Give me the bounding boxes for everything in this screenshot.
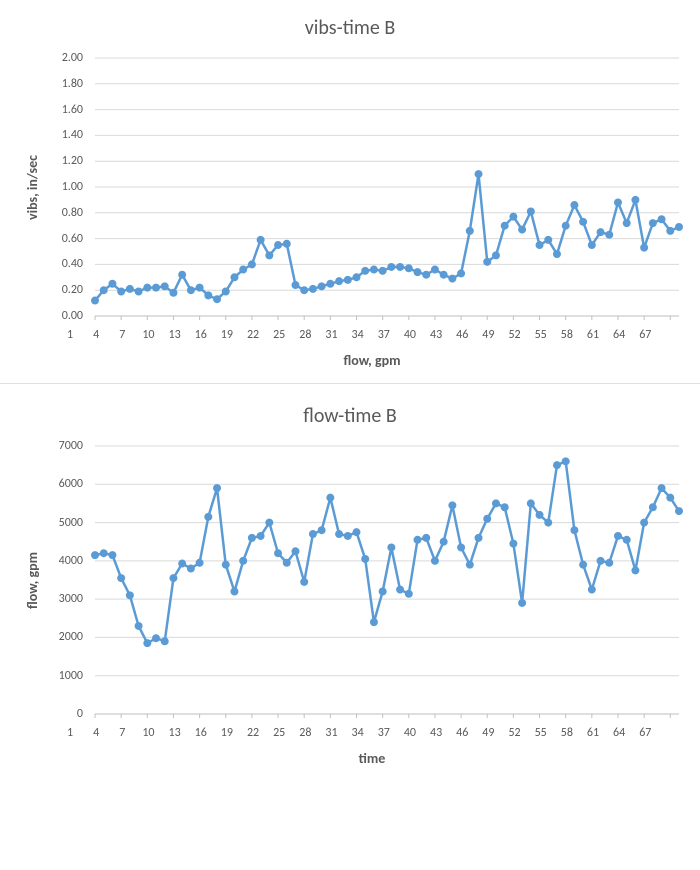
y-tick-label: 1.80: [62, 77, 83, 91]
x-tick-label: 61: [587, 328, 599, 342]
x-tick-label: 13: [169, 726, 181, 740]
x-tick-label: 34: [352, 726, 364, 740]
separator: [0, 383, 700, 384]
x-tick-label: 34: [352, 328, 364, 342]
x-tick-label: 55: [535, 328, 547, 342]
chart2-plot-area: 0 1000 2000 3000 4000 5000 6000 7000: [45, 440, 689, 720]
x-tick-label: 64: [613, 328, 625, 342]
chart2-x-axis-labels: 1 4 7 10 13 16 19 22 25 28 31 34 37 40 43 46 49 52 55 58 61 6…: [64, 726, 668, 746]
chart2-y-axis-labels: 0 1000 2000 3000 4000 5000 6000 7000: [45, 440, 89, 720]
y-tick-label: 0.00: [62, 309, 83, 323]
x-tick-label: 49: [482, 726, 494, 740]
chart2-plot-wrapper: flow, gpm 0 1000 2000 3000 4000 5000 6000 7000: [20, 440, 680, 720]
x-tick-label: 61: [587, 726, 599, 740]
x-tick-label: 16: [195, 726, 207, 740]
y-tick-label: 1.40: [62, 128, 83, 142]
x-tick-label: 49: [482, 328, 494, 342]
chart2-title: flow-time B: [20, 404, 680, 428]
x-tick-label: 52: [508, 328, 520, 342]
x-tick-label: 1: [67, 328, 73, 342]
x-tick-label: 55: [535, 726, 547, 740]
x-tick-label: 25: [273, 328, 285, 342]
y-tick-label: 2000: [59, 630, 83, 644]
x-tick-label: 7: [119, 726, 125, 740]
y-tick-label: 0: [77, 707, 83, 721]
x-tick-label: 28: [299, 328, 311, 342]
y-tick-label: 1.20: [62, 154, 83, 168]
x-tick-label: 19: [221, 328, 233, 342]
x-tick-label: 4: [93, 328, 99, 342]
x-tick-label: 37: [378, 328, 390, 342]
y-tick-label: 0.60: [62, 232, 83, 246]
y-tick-label: 2.00: [62, 51, 83, 65]
chart1-y-axis-labels: 0.00 0.20 0.40 0.60 0.80 1.00 1.20 1.40 1.60 1.80…: [45, 52, 89, 322]
x-tick-label: 31: [325, 726, 337, 740]
y-tick-label: 7000: [59, 439, 83, 453]
x-tick-label: 43: [430, 726, 442, 740]
y-tick-label: 0.20: [62, 283, 83, 297]
x-tick-label: 58: [561, 328, 573, 342]
x-tick-label: 7: [119, 328, 125, 342]
x-tick-label: 43: [430, 328, 442, 342]
x-tick-label: 37: [378, 726, 390, 740]
y-tick-label: 5000: [59, 516, 83, 530]
chart2-svg: [89, 440, 689, 720]
x-tick-label: 64: [613, 726, 625, 740]
x-tick-label: 25: [273, 726, 285, 740]
y-tick-label: 1000: [59, 669, 83, 683]
y-tick-label: 3000: [59, 592, 83, 606]
x-tick-label: 10: [142, 328, 154, 342]
y-tick-label: 0.80: [62, 206, 83, 220]
chart1-y-axis-title: vibs, in/sec: [20, 155, 45, 220]
chart1-x-axis-title: flow, gpm: [20, 352, 680, 369]
chart1-x-axis-labels: 1 4 7 10 13 16 19 22 25 28 31 34 37 40 43 46 49 52 55 58 61 6…: [64, 328, 668, 348]
y-tick-label: 6000: [59, 477, 83, 491]
x-tick-label: 67: [639, 328, 651, 342]
x-tick-label: 28: [299, 726, 311, 740]
x-tick-label: 22: [247, 726, 259, 740]
chart1-plot-area: 0.00 0.20 0.40 0.60 0.80 1.00 1.20 1.40 1.60 1.80…: [45, 52, 689, 322]
x-tick-label: 40: [404, 726, 416, 740]
y-tick-label: 1.00: [62, 180, 83, 194]
chart-vibs-time-b: vibs-time B vibs, in/sec 0.00 0.20 0.40 0.6…: [0, 0, 700, 379]
x-tick-label: 22: [247, 328, 259, 342]
x-tick-label: 40: [404, 328, 416, 342]
y-tick-label: 1.60: [62, 103, 83, 117]
chart-flow-time-b: flow-time B flow, gpm 0 1000 2000 3000 4000 5…: [0, 388, 700, 777]
x-tick-label: 46: [456, 328, 468, 342]
x-tick-label: 16: [195, 328, 207, 342]
chart2-y-axis-title: flow, gpm: [20, 552, 45, 609]
x-tick-label: 19: [221, 726, 233, 740]
x-tick-label: 31: [325, 328, 337, 342]
chart1-title: vibs-time B: [20, 16, 680, 40]
x-tick-label: 13: [169, 328, 181, 342]
x-tick-label: 4: [93, 726, 99, 740]
chart1-plot-wrapper: vibs, in/sec 0.00 0.20 0.40 0.60 0.80 1.00 1.2…: [20, 52, 680, 322]
x-tick-label: 1: [67, 726, 73, 740]
x-tick-label: 58: [561, 726, 573, 740]
chart1-svg: [89, 52, 689, 322]
x-tick-label: 10: [142, 726, 154, 740]
x-tick-label: 46: [456, 726, 468, 740]
x-tick-label: 52: [508, 726, 520, 740]
chart-container: vibs-time B vibs, in/sec 0.00 0.20 0.40 0.6…: [0, 0, 700, 777]
y-tick-label: 0.40: [62, 257, 83, 271]
y-tick-label: 4000: [59, 554, 83, 568]
x-tick-label: 67: [639, 726, 651, 740]
chart2-x-axis-title: time: [20, 750, 680, 767]
